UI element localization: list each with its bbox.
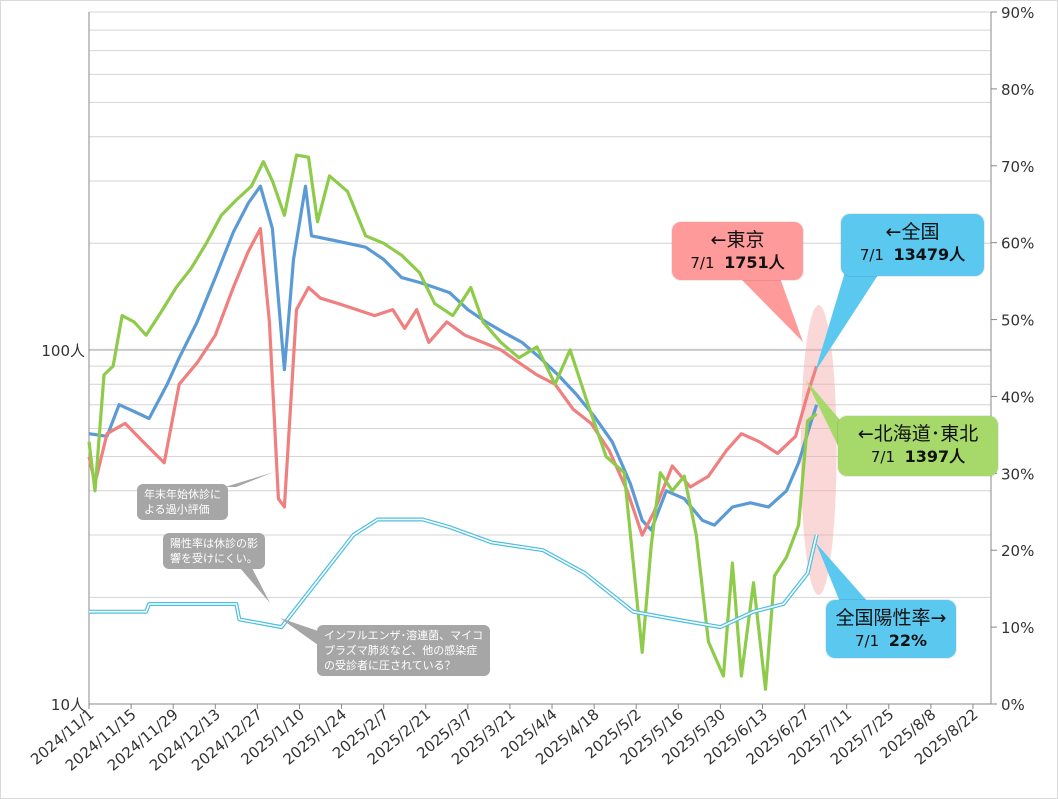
- y-right-tick-label: 40%: [1001, 388, 1034, 406]
- national-callout-value: 13479人: [893, 245, 966, 264]
- tokyo-callout-date: 7/1: [690, 254, 715, 272]
- hokkaido-tohoku-callout-pointer: [806, 380, 840, 450]
- series-line-東京: [87, 227, 819, 537]
- y-right-tick-label: 30%: [1001, 465, 1034, 483]
- series-line-全国: [88, 184, 819, 532]
- national-callout-title: ←全国: [885, 221, 940, 243]
- y-right-tick-label: 70%: [1001, 158, 1034, 176]
- positivity-rate-callout-date: 7/1: [855, 632, 880, 650]
- y-right-tick-label: 20%: [1001, 542, 1034, 560]
- y-left-tick-label: 10人: [51, 696, 85, 714]
- hokkaido-tohoku-callout-date: 7/1: [870, 448, 896, 466]
- y-right-tick-label: 90%: [1001, 4, 1034, 22]
- latest-highlight-ellipse: [800, 305, 837, 595]
- hokkaido-tohoku-callout: ←北海道･東北 7/1 1397人: [838, 416, 998, 476]
- tokyo-callout-value: 1751人: [724, 253, 785, 272]
- hokkaido-tohoku-callout-title: ←北海道･東北: [857, 423, 979, 445]
- y-left-tick-label: 100人: [41, 342, 85, 360]
- series-line-北海道・東北: [87, 153, 818, 691]
- positivity-note: 陽性率は休診の影 響を受けにくい。: [163, 533, 265, 569]
- other-infections-note: インフルエンザ･溶連菌、マイコ プラズマ肺炎など、他の感染症 の受診者に圧されて…: [317, 625, 491, 676]
- positivity-rate-callout-value: 22%: [888, 631, 927, 650]
- positivity-rate-callout-pointer: [816, 543, 868, 602]
- tokyo-callout-title: ←東京: [710, 229, 765, 251]
- positivity-rate-callout: 全国陽性率→ 7/1 22%: [826, 600, 956, 658]
- tokyo-callout: ←東京 7/1 1751人: [672, 222, 803, 280]
- national-callout-date: 7/1: [859, 246, 884, 264]
- national-callout-pointer: [815, 262, 880, 372]
- series-line-inner-全国陽性率: [89, 518, 818, 628]
- national-callout: ←全国 7/1 13479人: [841, 214, 984, 276]
- y-right-tick-label: 10%: [1001, 619, 1034, 637]
- y-right-tick-label: 60%: [1001, 235, 1034, 253]
- tokyo-callout-pointer: [740, 278, 803, 342]
- positivity-rate-callout-title: 全国陽性率→: [835, 607, 947, 629]
- y-right-tick-label: 50%: [1001, 312, 1034, 330]
- y-right-tick-label: 80%: [1001, 81, 1034, 99]
- newyear-note: 年末年始休診に よる過小評価: [137, 484, 228, 520]
- newyear-note-pointer: [225, 472, 274, 487]
- other-infections-note-pointer: [280, 618, 318, 645]
- y-right-tick-label: 0%: [1001, 696, 1025, 714]
- hokkaido-tohoku-callout-value: 1397人: [904, 447, 966, 466]
- positivity-note-pointer: [240, 568, 270, 603]
